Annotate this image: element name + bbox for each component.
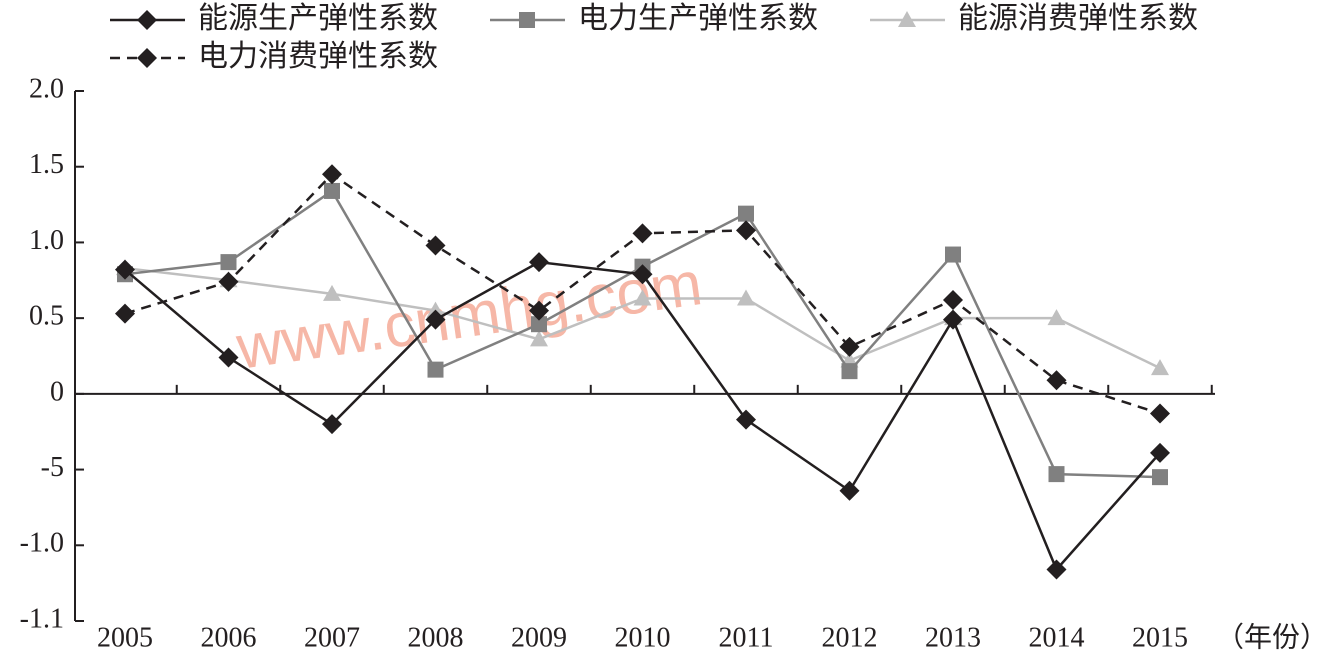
x-axis-label: （年份） <box>1216 621 1328 653</box>
data-point <box>531 316 547 333</box>
data-point <box>323 284 341 301</box>
data-point <box>218 271 239 292</box>
data-point <box>1151 359 1169 376</box>
data-point <box>218 347 239 368</box>
y-tick-label: 1.5 <box>29 149 64 180</box>
data-point <box>1048 466 1065 483</box>
legend-marker <box>898 11 916 27</box>
data-point <box>1150 442 1170 463</box>
data-point <box>529 300 549 321</box>
data-point <box>839 336 860 357</box>
y-tick-label: -1.0 <box>20 528 64 559</box>
x-tick-label: 2011 <box>719 622 774 653</box>
data-point <box>736 409 756 430</box>
data-point <box>839 480 860 501</box>
data-point <box>632 223 653 244</box>
data-point <box>943 289 963 310</box>
legend-label: 能源生产弹性系数 <box>198 2 438 35</box>
y-tick-label: 1.0 <box>29 225 64 256</box>
data-point <box>322 164 342 185</box>
data-point <box>736 220 756 241</box>
x-tick-label: 2015 <box>1132 622 1188 653</box>
x-tick-label: 2007 <box>304 622 360 653</box>
x-tick-label: 2014 <box>1029 622 1085 653</box>
data-point <box>322 414 342 435</box>
data-point <box>841 363 858 380</box>
data-point <box>632 264 653 285</box>
data-point <box>737 289 755 306</box>
data-point <box>1046 370 1067 391</box>
x-tick-label: 2009 <box>511 622 567 653</box>
y-tick-label: 0.5 <box>29 301 64 332</box>
y-tick-label: -1.1 <box>20 603 64 634</box>
legend-label: 电力消费弹性系数 <box>198 40 438 73</box>
x-tick-label: 2006 <box>201 622 257 653</box>
x-tick-label: 2008 <box>408 622 464 653</box>
data-point <box>425 309 446 330</box>
data-point <box>1152 469 1168 486</box>
data-point <box>943 309 963 330</box>
data-point <box>427 361 444 378</box>
data-point <box>738 205 754 222</box>
legend-label: 电力生产弹性系数 <box>578 2 818 35</box>
x-tick-label: 2013 <box>925 622 981 653</box>
data-point <box>529 252 549 273</box>
legend-marker <box>519 12 535 28</box>
data-point <box>115 259 135 280</box>
y-tick-label: 2.0 <box>29 73 64 104</box>
y-tick-label: 0 <box>50 376 64 407</box>
legend-label: 能源消费弹性系数 <box>958 2 1198 35</box>
data-point <box>324 182 340 199</box>
legend-marker <box>137 10 157 30</box>
data-point <box>945 246 961 263</box>
data-point <box>426 301 445 318</box>
data-point <box>633 289 652 306</box>
x-tick-label: 2012 <box>822 622 878 653</box>
x-tick-label: 2005 <box>97 622 153 653</box>
data-point <box>115 303 135 324</box>
data-point <box>1047 309 1066 326</box>
y-tick-label: -5 <box>41 452 64 483</box>
data-point <box>1046 559 1067 580</box>
data-point <box>425 235 446 256</box>
data-point <box>1150 403 1170 424</box>
x-tick-label: 2010 <box>615 622 671 653</box>
data-point <box>220 254 237 271</box>
legend-marker <box>137 48 157 68</box>
data-point <box>530 330 548 347</box>
